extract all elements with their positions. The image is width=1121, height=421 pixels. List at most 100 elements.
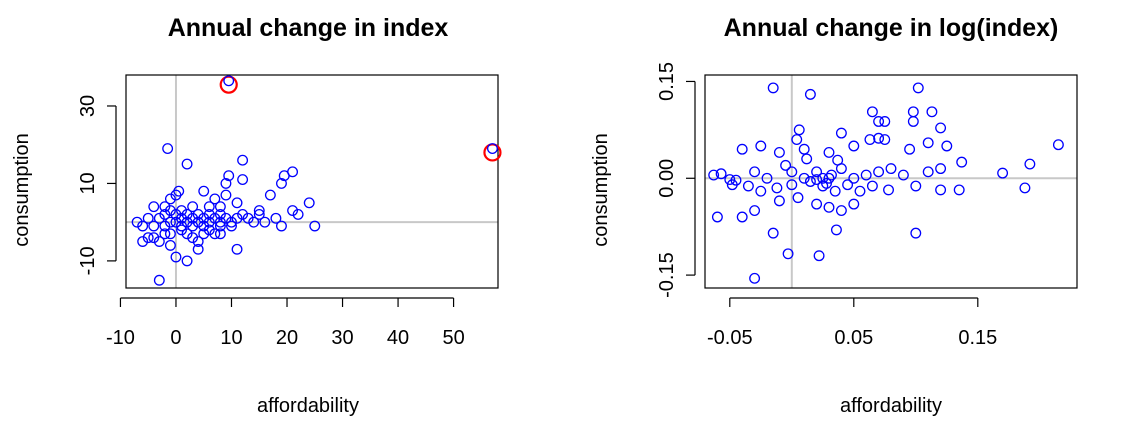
- data-point: [276, 177, 287, 189]
- data-point: [873, 116, 885, 127]
- data-point: [292, 208, 304, 220]
- data-point: [187, 201, 199, 213]
- data-point: [264, 189, 276, 201]
- data-point: [1024, 158, 1036, 170]
- data-point: [231, 212, 243, 224]
- data-point: [142, 232, 154, 244]
- data-point: [773, 195, 785, 207]
- data-point: [170, 208, 182, 220]
- data-point: [148, 201, 160, 213]
- data-point: [192, 216, 204, 228]
- data-point: [176, 212, 187, 224]
- data-point: [866, 180, 878, 192]
- data-point: [203, 208, 215, 220]
- data-point: [226, 216, 237, 228]
- data-point: [767, 82, 779, 94]
- x-tick-label: 30: [331, 327, 353, 349]
- data-point: [907, 116, 919, 127]
- data-point: [848, 198, 860, 210]
- chart-panel-log-index: Annual change in log(index) affordabilit…: [590, 14, 1078, 417]
- data-point: [223, 75, 235, 87]
- data-point: [813, 250, 825, 262]
- data-point: [148, 220, 160, 232]
- data-point: [214, 216, 226, 228]
- data-point: [879, 116, 891, 127]
- data-point: [220, 189, 232, 201]
- data-point: [270, 212, 282, 224]
- data-point: [829, 185, 841, 197]
- y-axis-label: consumption: [11, 133, 33, 246]
- data-point: [214, 201, 226, 213]
- data-point: [749, 205, 761, 216]
- data-point: [164, 228, 176, 240]
- data-point: [793, 124, 805, 136]
- data-point: [253, 208, 265, 220]
- data-point: [278, 170, 290, 182]
- chart-title: Annual change in index: [168, 14, 449, 42]
- data-point: [164, 205, 176, 216]
- data-point: [131, 216, 143, 228]
- data-point: [142, 212, 154, 224]
- data-point: [1052, 139, 1064, 151]
- chart-panel-index: Annual change in index affordability con…: [11, 14, 502, 417]
- data-point: [203, 216, 215, 228]
- x-tick-label: 20: [276, 327, 298, 349]
- y-axis-label: consumption: [590, 133, 612, 246]
- data-point: [223, 170, 235, 182]
- data-point: [176, 224, 187, 236]
- data-point: [187, 212, 199, 224]
- data-point: [237, 174, 249, 186]
- data-point: [173, 185, 185, 197]
- data-point: [164, 239, 176, 251]
- data-point: [885, 163, 897, 175]
- data-point: [897, 169, 909, 181]
- data-point: [303, 197, 315, 209]
- data-point: [726, 179, 738, 191]
- x-tick-label: 10: [220, 327, 242, 349]
- data-point: [724, 174, 736, 186]
- data-point: [835, 127, 847, 139]
- data-point: [198, 185, 210, 197]
- data-point: [187, 220, 199, 232]
- data-point: [749, 166, 761, 178]
- data-point: [192, 208, 204, 220]
- x-axis-label: affordability: [840, 395, 942, 417]
- data-point: [159, 201, 171, 213]
- data-point: [237, 208, 249, 220]
- data-point: [248, 216, 260, 228]
- data-point: [153, 274, 165, 286]
- data-point: [203, 201, 215, 213]
- data-point: [162, 143, 174, 155]
- data-point: [830, 224, 842, 236]
- chart-title: Annual change in log(index): [724, 14, 1059, 42]
- y-tick-label: 0.15: [656, 62, 678, 101]
- data-point: [203, 224, 215, 236]
- data-point: [835, 205, 847, 216]
- highlight-ring: [219, 75, 238, 94]
- data-point: [854, 185, 866, 197]
- x-tick-label: 0.05: [834, 327, 873, 349]
- data-point: [811, 166, 823, 178]
- data-point: [823, 201, 835, 213]
- data-point: [287, 205, 299, 216]
- data-point: [220, 212, 232, 224]
- data-point: [910, 227, 922, 239]
- data-point: [866, 106, 878, 118]
- data-point: [792, 192, 804, 204]
- data-point: [237, 154, 249, 166]
- data-point: [910, 180, 922, 192]
- data-point: [198, 220, 210, 232]
- data-point: [821, 177, 832, 189]
- data-point: [736, 143, 748, 155]
- data-point: [164, 193, 176, 205]
- data-point: [181, 158, 193, 170]
- data-point: [181, 255, 193, 267]
- data-point: [782, 248, 794, 260]
- data-point: [253, 205, 265, 216]
- data-point: [486, 143, 498, 155]
- y-tick-label: -10: [77, 246, 99, 275]
- data-point: [192, 243, 204, 255]
- y-tick-label: 0.00: [656, 159, 678, 198]
- data-point: [242, 212, 254, 224]
- data-point: [153, 212, 165, 224]
